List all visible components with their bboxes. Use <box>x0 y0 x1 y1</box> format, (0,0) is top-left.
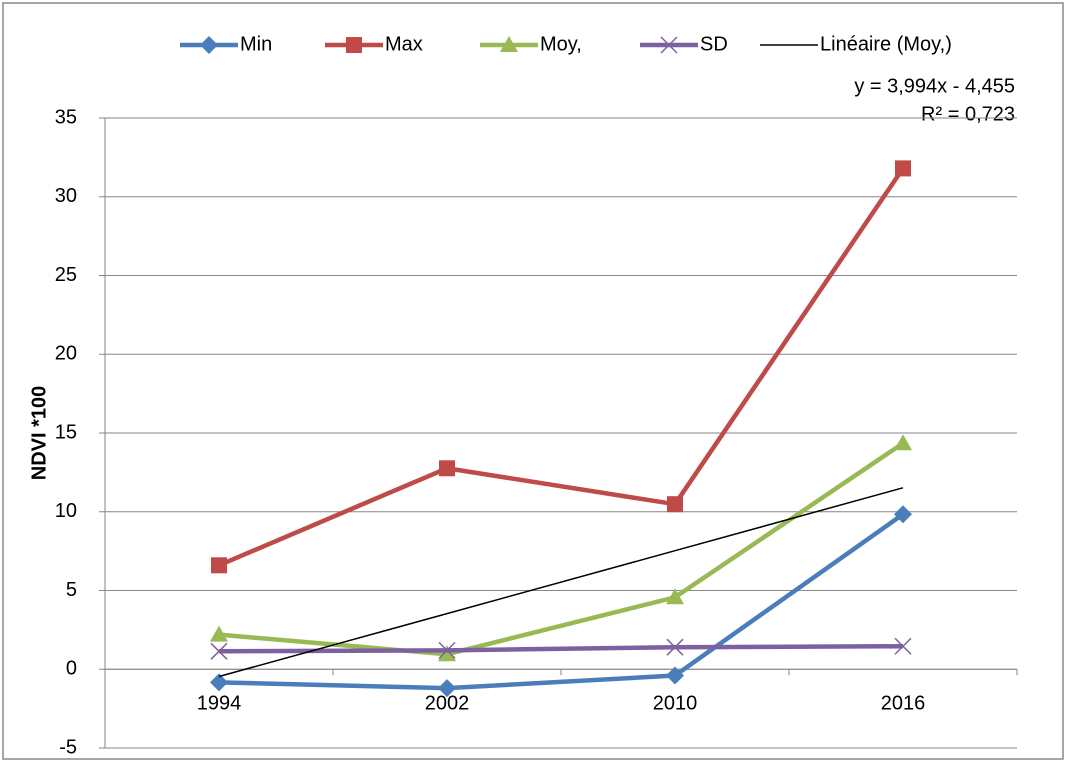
marker <box>210 673 228 692</box>
x-tick-label: 2010 <box>653 693 698 715</box>
marker <box>894 637 912 655</box>
legend-label: SD <box>700 33 728 55</box>
marker <box>666 638 684 656</box>
series-line <box>218 487 904 678</box>
marker <box>894 505 912 524</box>
marker <box>438 641 456 659</box>
legend-label: Max <box>385 33 423 55</box>
marker <box>666 588 684 605</box>
legend-label: Linéaire (Moy,) <box>820 33 952 55</box>
y-tick-label: 20 <box>55 343 77 365</box>
legend-label: Moy, <box>540 33 582 55</box>
y-tick-label: 35 <box>55 106 77 128</box>
y-tick-label: 30 <box>55 185 77 207</box>
y-tick-label: 0 <box>66 658 77 680</box>
x-tick-label: 1994 <box>197 693 242 715</box>
marker <box>439 460 455 477</box>
y-tick-label: 15 <box>55 421 77 443</box>
series-line <box>218 644 904 654</box>
y-tick-label: -5 <box>59 736 77 758</box>
y-tick-label: 25 <box>55 264 77 286</box>
marker <box>894 434 912 451</box>
y-axis-label: NDVI *100 <box>28 386 50 481</box>
y-tick-label: 10 <box>55 500 77 522</box>
marker <box>438 679 456 698</box>
marker <box>660 36 678 54</box>
y-tick-label: 5 <box>66 579 77 601</box>
trend-equation: y = 3,994x - 4,455 <box>854 75 1015 97</box>
trend-r2: R² = 0,723 <box>921 103 1015 125</box>
marker <box>346 37 362 53</box>
x-tick-label: 2016 <box>881 693 926 715</box>
series-line <box>218 167 905 568</box>
marker <box>438 645 456 662</box>
marker <box>200 36 218 54</box>
marker <box>666 666 684 685</box>
legend-label: Min <box>240 33 272 55</box>
marker <box>211 557 227 574</box>
marker <box>210 625 228 642</box>
marker <box>667 496 683 513</box>
marker <box>210 642 228 660</box>
x-tick-label: 2002 <box>425 693 470 715</box>
marker <box>500 36 518 52</box>
marker <box>895 160 911 177</box>
series-line <box>218 512 905 691</box>
